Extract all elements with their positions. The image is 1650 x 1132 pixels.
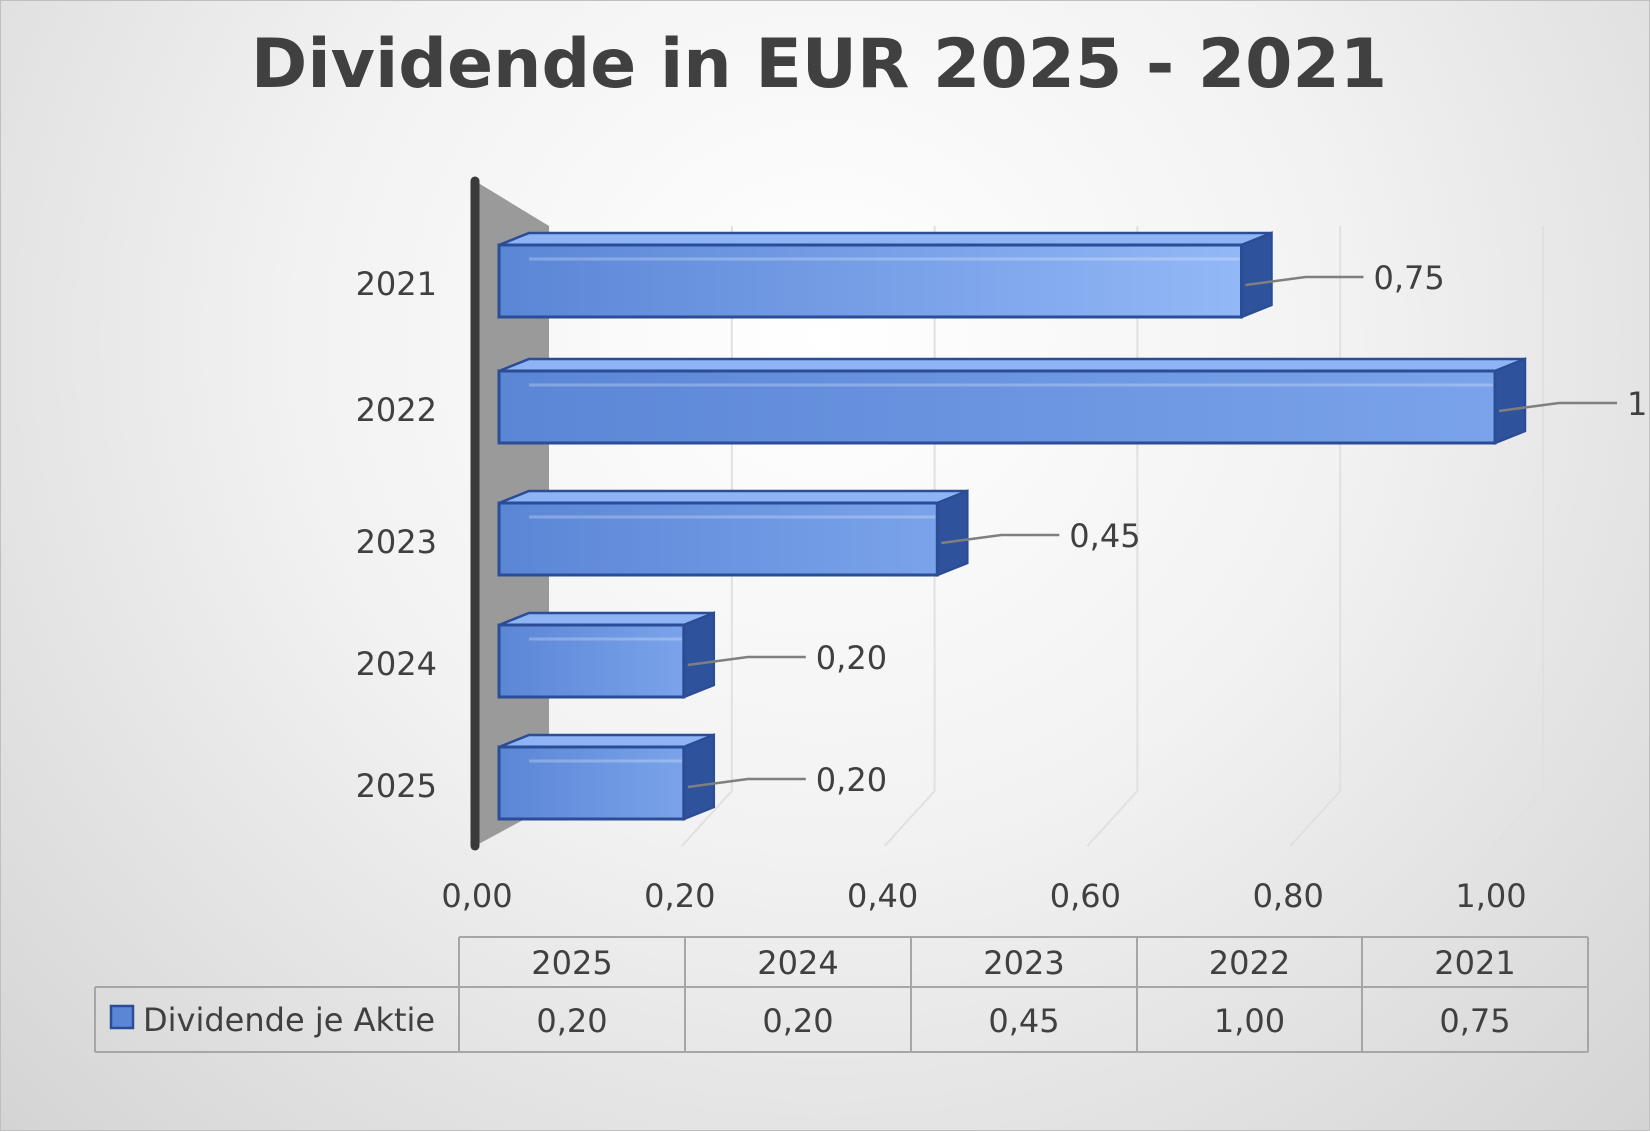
- y-tick-label: 2024: [356, 645, 437, 683]
- bar-top-face: [498, 611, 715, 627]
- x-tick-label: 0,60: [1050, 877, 1121, 915]
- data-label-leader: [687, 655, 806, 667]
- y-tick-label: 2021: [356, 265, 437, 303]
- data-label: 0,20: [816, 639, 887, 677]
- bar-front-face: [497, 623, 686, 699]
- bar-side-face: [1240, 231, 1273, 319]
- bars: [497, 231, 1527, 821]
- bar-front-face: [497, 501, 939, 577]
- bar-top-face: [498, 733, 715, 749]
- bar: [497, 231, 1273, 319]
- table-header-cell: 2022: [1209, 944, 1290, 982]
- table-value-cell: 0,75: [1439, 1002, 1510, 1040]
- bar-side-face: [682, 733, 716, 821]
- bar-top-face: [498, 231, 1272, 247]
- bar-side-face: [936, 489, 969, 577]
- bar-side-face: [682, 611, 716, 699]
- bar: [497, 357, 1527, 445]
- table-value-cell: 0,45: [988, 1002, 1059, 1040]
- data-table: 2025 2024 2023 2022 2021 0,20 0,20 0,45 1,00 0,75…: [94, 936, 1589, 1053]
- bar: [497, 733, 716, 821]
- bar-top-face: [498, 357, 1526, 373]
- bar: [497, 489, 969, 577]
- data-label-leader: [687, 777, 806, 789]
- y-tick-label: 2023: [356, 523, 437, 561]
- data-label-leader: [1498, 401, 1617, 413]
- table-header-cell: 2021: [1434, 944, 1515, 982]
- bar-top-face: [498, 489, 968, 505]
- data-label-leader: [1245, 275, 1364, 287]
- data-label: 0,75: [1374, 259, 1445, 297]
- gridline: [1289, 226, 1342, 847]
- legend-key: [109, 1004, 135, 1030]
- table-value-cell: 0,20: [536, 1002, 607, 1040]
- table-header-cell: 2025: [531, 944, 612, 982]
- bar: [497, 611, 716, 699]
- table-value-cell: 0,20: [762, 1002, 833, 1040]
- table-header-cell: 2024: [757, 944, 838, 982]
- x-tick-label: 0,80: [1253, 877, 1324, 915]
- x-tick-label: 0,00: [441, 877, 512, 915]
- data-label-leader: [941, 533, 1060, 545]
- x-tick-label: 1,00: [1455, 877, 1526, 915]
- labels: 0,00 0,20 0,40 0,60 0,80 1,00 0,20 2025 0,20 2024…: [356, 259, 1650, 915]
- gridline: [1492, 226, 1544, 847]
- legend-label: Dividende je Aktie: [143, 1001, 435, 1039]
- x-tick-label: 0,20: [644, 877, 715, 915]
- bar-side-face: [1493, 357, 1527, 445]
- x-tick-label: 0,40: [847, 877, 918, 915]
- data-label: 0,45: [1069, 517, 1140, 555]
- bar-front-face: [497, 369, 1497, 445]
- table-header-cell: 2023: [983, 944, 1064, 982]
- y-tick-label: 2025: [356, 767, 437, 805]
- bar-front-face: [497, 745, 686, 821]
- table-value-cell: 1,00: [1214, 1002, 1285, 1040]
- data-label: 0,20: [816, 761, 887, 799]
- data-label: 1,00: [1627, 385, 1650, 423]
- bar-front-face: [497, 243, 1243, 319]
- y-tick-label: 2022: [356, 391, 437, 429]
- chart-title: Dividende in EUR 2025 - 2021: [251, 25, 1387, 104]
